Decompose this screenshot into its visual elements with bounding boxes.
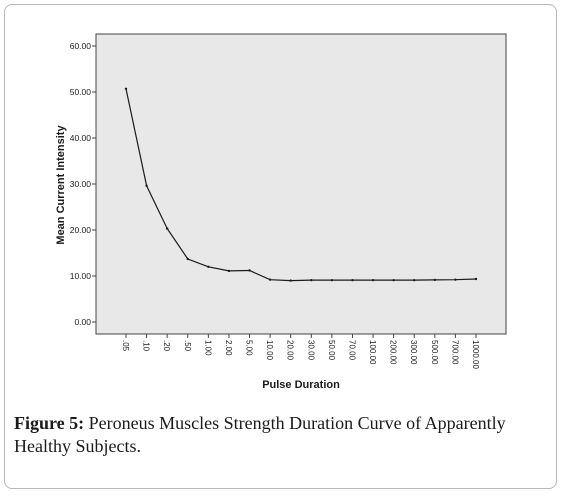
y-axis: 0.00 10.00 20.00 30.00 40.00 50.00 60.00 — [70, 41, 96, 327]
y-tick-label: 60.00 — [70, 41, 92, 51]
x-tick-label: 70.00 — [347, 340, 356, 361]
data-point — [145, 184, 148, 188]
line-chart: 0.00 10.00 20.00 30.00 40.00 50.00 60.00 .05 .1… — [55, 33, 507, 391]
data-point — [248, 269, 251, 272]
data-point — [165, 227, 169, 230]
data-point — [124, 87, 128, 90]
figure-caption: Figure 5: Peroneus Muscles Strength Dura… — [14, 412, 554, 458]
x-tick-label: 200.00 — [389, 340, 398, 365]
x-tick-label: .50 — [183, 340, 192, 352]
data-point — [392, 278, 395, 282]
y-tick-label: 10.00 — [70, 271, 92, 281]
x-tick-label: .20 — [162, 340, 171, 352]
x-tick-label: 700.00 — [450, 340, 459, 365]
x-tick-label: 5.00 — [245, 340, 254, 356]
x-axis: .05 .10 .20 .50 1.00 2.00 5.00 10.00 20.00 30.00 5… — [121, 334, 480, 369]
data-point — [474, 277, 478, 281]
x-tick-label: 100.00 — [368, 340, 377, 365]
data-point — [433, 278, 437, 282]
data-point — [186, 257, 189, 261]
data-point — [351, 278, 354, 282]
x-tick-label: 50.00 — [327, 340, 336, 361]
x-tick-label: 300.00 — [409, 340, 418, 365]
x-tick-label: 30.00 — [306, 340, 315, 361]
y-tick-label: 50.00 — [70, 87, 92, 97]
y-tick-label: 0.00 — [74, 317, 91, 327]
x-tick-label: 2.00 — [224, 340, 233, 356]
data-point — [371, 278, 375, 282]
x-tick-label: .05 — [121, 340, 130, 352]
plot-area — [95, 33, 507, 335]
x-axis-title: Pulse Duration — [262, 379, 340, 391]
series-line — [125, 88, 477, 282]
x-tick-label: 1000.00 — [471, 340, 480, 369]
y-tick-label: 20.00 — [70, 225, 92, 235]
x-tick-label: 20.00 — [286, 340, 295, 361]
x-tick-label: .10 — [142, 340, 151, 352]
x-tick-label: 10.00 — [265, 340, 274, 361]
data-point — [310, 278, 313, 282]
data-point — [207, 265, 210, 268]
y-axis-title: Mean Current Intensity — [55, 125, 67, 245]
data-point — [330, 278, 334, 282]
data-point — [227, 269, 231, 273]
figure-label: Figure 5: — [14, 413, 85, 433]
x-tick-label: 1.00 — [203, 340, 212, 356]
figure-caption-text: Peroneus Muscles Strength Duration Curve… — [14, 413, 506, 456]
x-tick-label: 500.00 — [430, 340, 439, 365]
y-tick-label: 30.00 — [70, 179, 92, 189]
data-point — [268, 278, 272, 281]
data-point — [289, 279, 292, 282]
data-point — [413, 278, 416, 282]
data-point — [454, 278, 457, 281]
y-tick-label: 40.00 — [70, 133, 92, 143]
